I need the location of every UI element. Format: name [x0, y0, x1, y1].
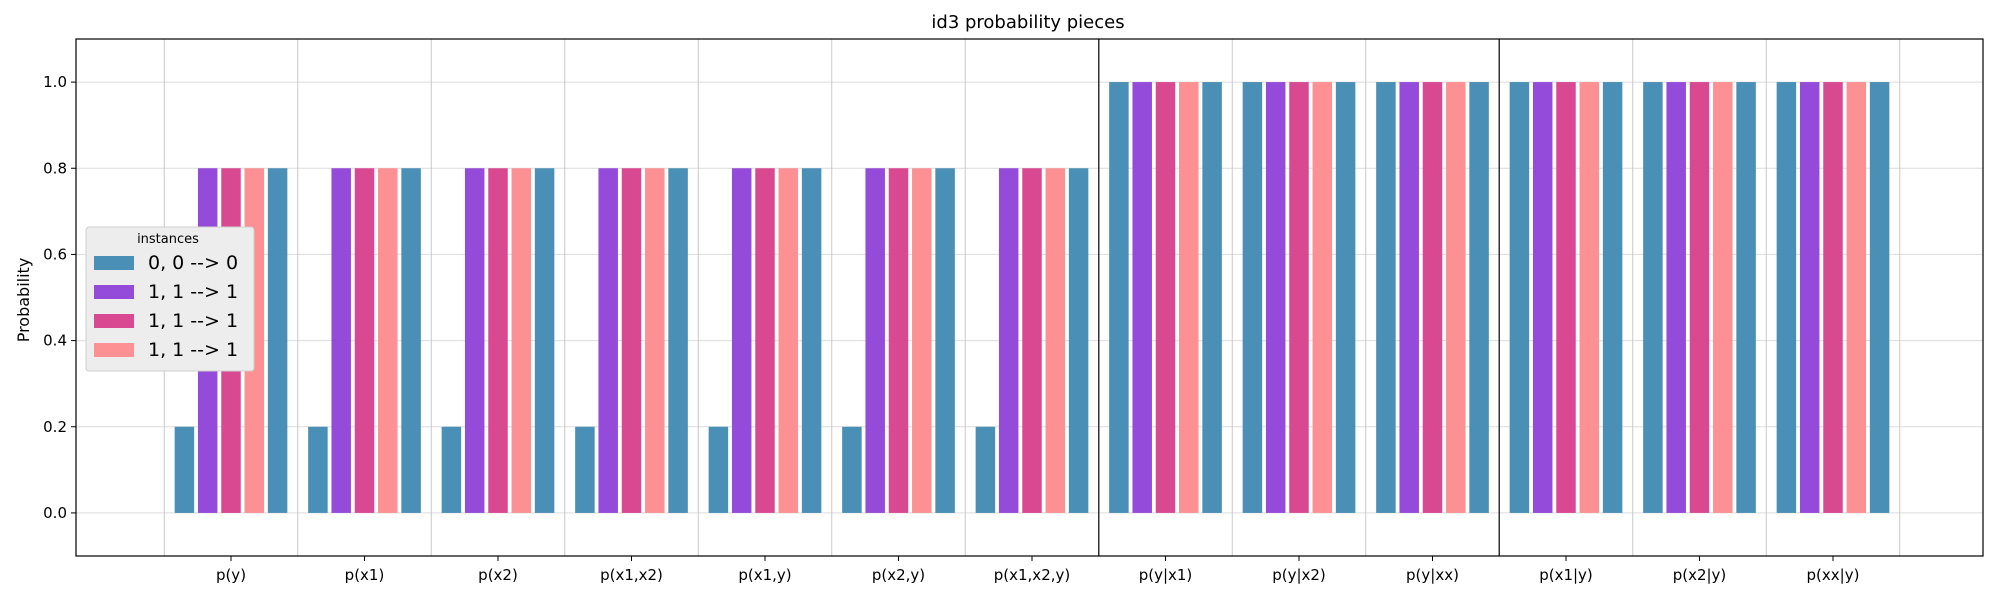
bar [1509, 82, 1530, 513]
plot-area: 0.0 0.2 0.4 0.6 0.8 1.0 p(y) p(x1) p(x2) p(x1,x2)… [43, 38, 1984, 584]
bar [1155, 82, 1176, 513]
x-tick-label: p(y|x2) [1272, 566, 1326, 584]
bar [1132, 82, 1152, 513]
legend-label: 1, 1 --> 1 [148, 310, 238, 332]
bar [378, 168, 398, 513]
y-tick-label: 0.6 [43, 245, 67, 263]
bar [331, 168, 351, 513]
chart-title: id3 probability pieces [931, 12, 1124, 33]
bar [1399, 82, 1419, 513]
y-tick-label: 0.8 [43, 159, 67, 177]
x-tick-label: p(x1|y) [1539, 566, 1593, 584]
bar [1289, 82, 1309, 513]
bar [1823, 82, 1843, 513]
x-tick-label: p(x2) [478, 566, 518, 584]
bar [975, 426, 996, 513]
bar [668, 168, 688, 513]
bar [1799, 82, 1820, 513]
bar [534, 168, 555, 513]
y-tick-label: 0.4 [43, 332, 67, 350]
y-axis-label: Probability [14, 258, 33, 343]
x-tick-label: p(y|x1) [1139, 566, 1193, 584]
bar [1532, 82, 1553, 513]
bar [267, 168, 288, 513]
x-tick-label: p(x2,y) [872, 566, 925, 584]
bar [1846, 82, 1867, 513]
bar [1446, 82, 1466, 513]
y-tick-label: 1.0 [43, 73, 67, 91]
bar [1643, 82, 1663, 513]
bar [1422, 82, 1443, 513]
bar [598, 168, 618, 513]
legend-swatch [94, 343, 134, 357]
x-tick-label: p(x1,x2,y) [994, 566, 1070, 584]
bar [1109, 82, 1129, 513]
bar [1242, 82, 1263, 513]
bar [308, 426, 328, 513]
bar [1713, 82, 1733, 513]
bar [865, 168, 885, 513]
bar [708, 426, 729, 513]
bar [998, 168, 1019, 513]
legend-swatch [94, 285, 134, 299]
bar [511, 168, 532, 513]
bar [1179, 82, 1199, 513]
bar [935, 168, 955, 513]
bar [842, 426, 862, 513]
bar [1666, 82, 1686, 513]
legend-label: 1, 1 --> 1 [148, 281, 238, 303]
bar [1556, 82, 1576, 513]
bar [1335, 82, 1356, 513]
bar [464, 168, 485, 513]
x-tick-label: p(x2|y) [1673, 566, 1727, 584]
bar [1202, 82, 1222, 513]
bar [801, 168, 822, 513]
bar [912, 168, 932, 513]
legend-label: 1, 1 --> 1 [148, 339, 238, 361]
bar [888, 168, 909, 513]
bar [778, 168, 799, 513]
bar [1068, 168, 1089, 513]
y-tick-label: 0.2 [43, 418, 67, 436]
axes-frame [75, 38, 1984, 557]
legend: instances 0, 0 --> 0 1, 1 --> 1 1, 1 --> 1… [85, 226, 255, 372]
x-tick-label: p(y) [216, 566, 246, 584]
bar [1469, 82, 1489, 513]
bar [1869, 82, 1890, 513]
bar [1602, 82, 1623, 513]
bar [645, 168, 665, 513]
bar [1022, 168, 1042, 513]
bar [1265, 82, 1286, 513]
bar [401, 168, 421, 513]
x-tick-label: p(xx|y) [1807, 566, 1860, 584]
bar [575, 426, 595, 513]
x-tick-label: p(x1,y) [738, 566, 791, 584]
bar [1736, 82, 1756, 513]
y-tick-label: 0.0 [43, 504, 67, 522]
x-tick-label: p(y|xx) [1406, 566, 1459, 584]
legend-title: instances [137, 232, 199, 247]
bar [731, 168, 752, 513]
legend-swatch [94, 314, 134, 328]
x-tick-label: p(x1,x2) [600, 566, 663, 584]
bar [1376, 82, 1396, 513]
x-tick-label: p(x1) [345, 566, 385, 584]
bar [755, 168, 775, 513]
bar [1689, 82, 1710, 513]
bar [1579, 82, 1600, 513]
bar [1045, 168, 1066, 513]
bar [174, 426, 195, 513]
bar [1776, 82, 1797, 513]
bar [488, 168, 508, 513]
bar [1312, 82, 1333, 513]
bar [621, 168, 642, 513]
legend-swatch [94, 256, 134, 270]
bar [441, 426, 462, 513]
bar [354, 168, 375, 513]
legend-label: 0, 0 --> 0 [148, 252, 238, 274]
